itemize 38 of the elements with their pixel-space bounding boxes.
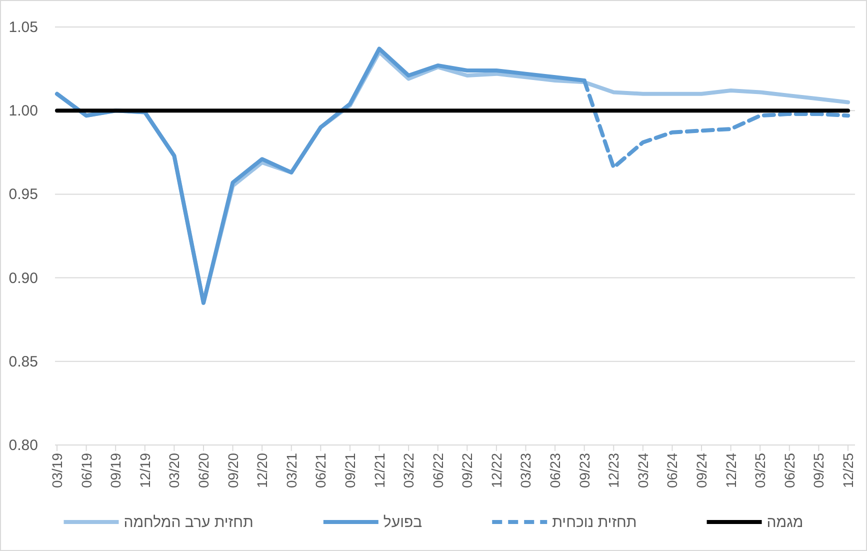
x-tick-label: 12/21 (371, 452, 388, 488)
x-tick-label: 09/23 (576, 452, 592, 488)
x-tick-label: 12/19 (136, 452, 153, 488)
x-tick-label: 12/20 (254, 452, 270, 488)
legend-label: בפועל (383, 514, 422, 531)
x-tick-label: 03/20 (166, 452, 182, 488)
x-tick-label: 06/22 (430, 452, 446, 488)
x-tick-label: 06/23 (547, 452, 564, 488)
y-tick-label: 0.95 (8, 186, 38, 204)
x-tick-label: 06/21 (312, 452, 329, 488)
x-tick-label: 09/25 (810, 452, 827, 488)
legend-label: תחזית נוכחית (552, 514, 637, 531)
y-tick-label: 1.00 (8, 102, 38, 120)
x-tick-label: 09/19 (108, 452, 124, 488)
x-tick-label: 06/24 (664, 452, 680, 488)
x-tick-label: 12/22 (488, 452, 504, 488)
legend-label: תחזית ערב המלחמה (124, 514, 254, 531)
y-tick-label: 0.85 (8, 353, 38, 370)
x-tick-label: 12/23 (606, 452, 622, 488)
x-tick-label: 06/25 (781, 452, 798, 488)
y-tick-label: 1.05 (8, 19, 38, 36)
x-tick-label: 03/23 (518, 452, 534, 488)
x-tick-label: 09/20 (224, 452, 241, 488)
x-tick-label: 03/21 (283, 452, 300, 488)
x-tick-label: 09/24 (694, 452, 710, 488)
y-tick-label: 0.80 (8, 437, 38, 454)
x-tick-label: 03/25 (752, 452, 768, 488)
x-tick-label: 09/21 (342, 452, 358, 488)
legend-label: מגמה (766, 514, 804, 531)
x-tick-label: 09/22 (459, 452, 476, 488)
x-tick-label: 06/20 (195, 452, 212, 488)
y-tick-label: 0.90 (8, 270, 38, 287)
x-tick-label: 03/24 (634, 452, 651, 488)
x-tick-label: 03/19 (49, 452, 65, 488)
x-tick-label: 06/19 (78, 452, 94, 488)
x-tick-label: 03/22 (400, 452, 417, 488)
x-tick-label: 12/25 (840, 452, 856, 488)
x-tick-label: 12/24 (722, 452, 739, 488)
